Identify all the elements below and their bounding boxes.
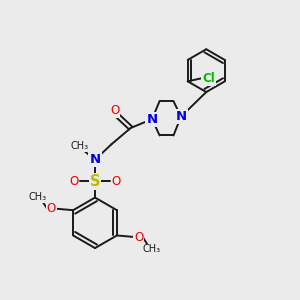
Text: CH₃: CH₃ xyxy=(70,141,88,151)
Text: CH₃: CH₃ xyxy=(29,192,47,203)
Text: CH₃: CH₃ xyxy=(142,244,160,254)
Text: S: S xyxy=(90,174,100,189)
Text: N: N xyxy=(176,110,187,123)
Text: Cl: Cl xyxy=(202,72,215,85)
Text: O: O xyxy=(46,202,56,214)
Text: O: O xyxy=(134,231,143,244)
Text: O: O xyxy=(69,175,78,188)
Text: N: N xyxy=(146,112,158,126)
Text: O: O xyxy=(110,104,120,117)
Text: N: N xyxy=(89,153,100,166)
Text: O: O xyxy=(112,175,121,188)
